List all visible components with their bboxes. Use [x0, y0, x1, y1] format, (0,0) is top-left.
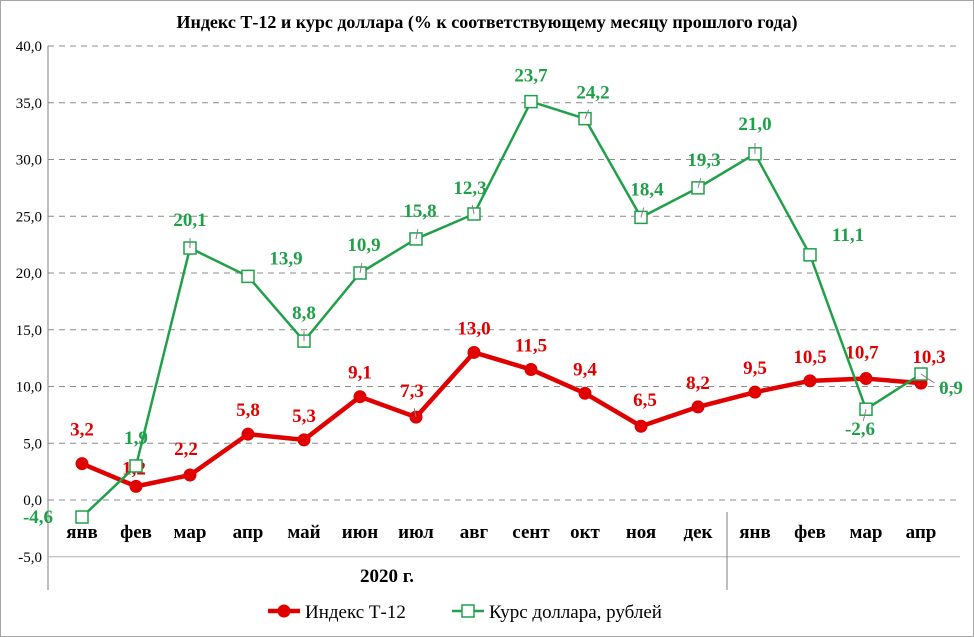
y-tick-label: 25,0 — [16, 209, 42, 225]
data-point-marker — [691, 400, 705, 414]
y-tick-label: 20,0 — [16, 266, 42, 282]
data-point-marker — [467, 345, 481, 359]
data-point-marker — [241, 427, 255, 441]
data-point-marker — [297, 433, 311, 447]
data-point-marker — [748, 385, 762, 399]
legend-label: Курс доллара, рублей — [489, 602, 662, 623]
x-tick-label: сент — [512, 522, 550, 543]
x-tick-label: июл — [398, 522, 434, 543]
data-label-leader — [640, 207, 645, 218]
data-label: 6,5 — [633, 390, 657, 411]
data-point-marker — [129, 459, 143, 473]
data-label: 24,2 — [576, 83, 609, 104]
x-tick-label: окт — [570, 522, 600, 543]
y-tick-label: 15,0 — [16, 323, 42, 339]
data-label: -4,6 — [23, 507, 53, 528]
data-label: 0,9 — [939, 378, 963, 399]
legend-label: Индекс Т-12 — [305, 602, 406, 623]
data-label: 20,1 — [173, 210, 206, 231]
data-point-marker — [183, 468, 197, 482]
data-label: 5,8 — [236, 400, 260, 421]
data-label: 10,5 — [793, 347, 826, 368]
x-tick-label: дек — [684, 522, 713, 543]
data-label-leader — [471, 204, 475, 215]
data-label: 21,0 — [738, 114, 771, 135]
y-tick-label: 0,0 — [23, 493, 42, 509]
x-tick-label: фев — [794, 522, 826, 543]
data-label: 11,5 — [515, 335, 547, 356]
data-point-marker — [75, 457, 89, 471]
year-label: 2020 г. — [360, 566, 414, 587]
data-label-leader — [697, 177, 702, 189]
data-label: 3,2 — [70, 420, 94, 441]
legend-swatch-marker — [277, 604, 291, 618]
data-label: 10,3 — [912, 347, 945, 368]
x-tick-label: фев — [120, 522, 152, 543]
data-label: 10,9 — [347, 235, 380, 256]
x-tick-label: апр — [906, 522, 937, 543]
data-label: 9,4 — [573, 359, 597, 380]
data-label: 7,3 — [400, 381, 424, 402]
data-label: 23,7 — [514, 66, 548, 87]
data-label: -2,6 — [845, 419, 875, 440]
x-tick-label: янв — [739, 522, 771, 543]
data-label: 5,3 — [292, 406, 316, 427]
data-point-marker — [241, 269, 255, 284]
data-label: 18,4 — [630, 179, 664, 200]
data-label: 8,8 — [292, 303, 316, 324]
data-label: 1,9 — [124, 428, 148, 449]
data-label: 19,3 — [687, 150, 720, 171]
data-label: 9,5 — [743, 358, 767, 379]
data-point-marker — [524, 94, 538, 109]
data-label: 11,1 — [832, 225, 864, 246]
data-label: 15,8 — [403, 201, 436, 222]
series-line-usd — [81, 100, 922, 518]
chart-title: Индекс Т-12 и курс доллара (% к соответс… — [176, 12, 798, 32]
data-label: 8,2 — [686, 373, 710, 394]
data-label-leader — [862, 409, 867, 422]
y-tick-label: 35,0 — [16, 96, 42, 112]
y-tick-label: 40,0 — [16, 39, 42, 55]
data-label-leader — [415, 228, 419, 240]
data-point-marker — [634, 419, 648, 433]
data-label-leader — [920, 373, 935, 384]
x-tick-label: мар — [850, 522, 883, 543]
data-point-marker — [578, 386, 592, 400]
y-tick-label: 10,0 — [16, 380, 42, 396]
x-tick-label: май — [287, 522, 320, 543]
y-tick-label: 5,0 — [23, 436, 42, 452]
data-label: 2,2 — [174, 439, 198, 460]
x-tick-label: ноя — [626, 522, 656, 543]
data-label: 13,0 — [457, 318, 490, 339]
data-label: 13,9 — [269, 248, 302, 269]
data-point-marker — [803, 374, 817, 388]
data-label-leader — [584, 109, 590, 119]
data-point-marker — [353, 390, 367, 404]
data-point-marker — [524, 362, 538, 376]
data-label: 9,1 — [348, 363, 372, 384]
data-point-marker — [803, 248, 817, 262]
data-label-leader — [359, 263, 363, 274]
data-point-marker — [129, 479, 143, 493]
x-tick-label: янв — [66, 522, 98, 543]
x-tick-label: апр — [233, 522, 264, 543]
x-tick-label: июн — [342, 522, 378, 543]
data-label: 12,3 — [453, 178, 486, 199]
data-point-marker — [75, 510, 89, 524]
legend-swatch-marker — [461, 604, 475, 618]
y-tick-label: 30,0 — [16, 153, 42, 169]
series-line-index-t12 — [81, 350, 922, 489]
x-tick-label: мар — [174, 522, 207, 543]
data-label-leader — [413, 408, 417, 418]
data-label: 10,7 — [845, 343, 879, 364]
x-tick-label: авг — [460, 522, 489, 543]
y-tick-label: -5,0 — [18, 550, 42, 566]
data-point-marker — [859, 372, 873, 386]
